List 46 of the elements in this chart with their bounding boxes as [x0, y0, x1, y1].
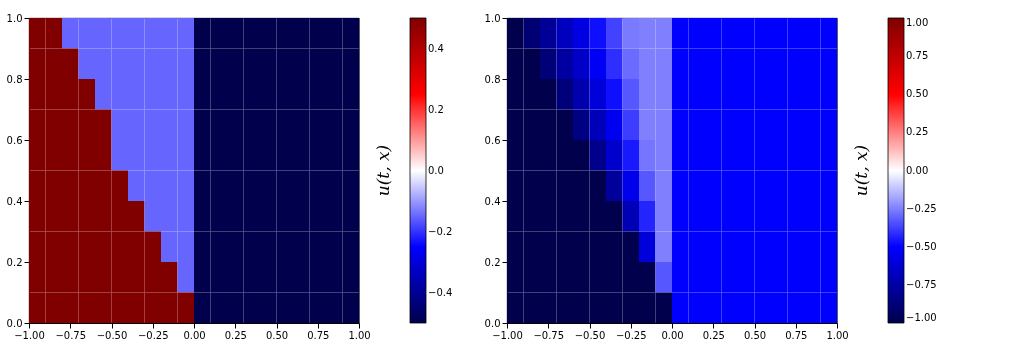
color-bar-label: −0.4 [428, 286, 453, 298]
x-tick-label: −0.75 [55, 329, 87, 341]
y-tick-label: 1.0 [6, 12, 23, 24]
x-tick-label: −0.25 [137, 329, 169, 341]
x-tick-label: −0.50 [96, 329, 128, 341]
x-tick-label: 0.25 [224, 329, 247, 341]
color-bar-label: 0.75 [906, 50, 929, 62]
color-bar-label: −1.00 [906, 312, 937, 323]
color-bar-label: 0.0 [428, 164, 444, 176]
y-tick-label: 0.8 [6, 73, 23, 85]
y-tick-label: 0.2 [6, 256, 23, 268]
color-bar-title: u(t, x) [851, 144, 871, 197]
color-bar-label: −0.25 [906, 202, 937, 214]
y-tick-label: 0.4 [484, 195, 501, 207]
x-tick-label: −0.75 [533, 329, 565, 341]
x-tick-label: 0.00 [661, 329, 684, 341]
x-tick-label: 0.50 [743, 329, 767, 341]
color-bar-title: u(t, x) [373, 144, 393, 197]
color-bar-label: 0.2 [428, 103, 444, 115]
y-tick-label: 0.6 [6, 134, 23, 146]
color-bar-label: −0.2 [428, 225, 453, 237]
x-tick-label: −1.00 [492, 329, 523, 341]
x-tick-label: 0.50 [265, 329, 289, 341]
x-tick-label: 0.75 [307, 329, 330, 341]
color-bar-label: 1.00 [906, 17, 929, 28]
x-tick-label: −1.00 [14, 329, 45, 341]
color-bar-label: −0.50 [906, 240, 937, 252]
x-tick-label: 0.75 [785, 329, 808, 341]
y-tick-label: 0.6 [484, 134, 501, 146]
x-tick-label: −0.50 [574, 329, 606, 341]
color-bar-label: 0.00 [906, 164, 929, 176]
x-tick-label: 1.00 [826, 329, 849, 341]
y-tick-label: 0.0 [6, 317, 23, 329]
y-tick-label: 0.4 [6, 195, 23, 207]
color-bar-label: −0.75 [906, 278, 937, 290]
y-tick-label: 0.0 [484, 317, 501, 329]
x-tick-label: 1.00 [348, 329, 371, 341]
x-tick-label: 0.00 [183, 329, 206, 341]
color-bar-label: 0.4 [428, 42, 444, 54]
x-tick-label: 0.25 [702, 329, 725, 341]
color-bar-label: 0.25 [906, 126, 929, 138]
y-tick-label: 1.0 [484, 12, 501, 24]
y-tick-label: 0.8 [484, 73, 501, 85]
y-tick-label: 0.2 [484, 256, 501, 268]
x-tick-label: −0.25 [615, 329, 647, 341]
color-bar-label: 0.50 [906, 88, 929, 100]
